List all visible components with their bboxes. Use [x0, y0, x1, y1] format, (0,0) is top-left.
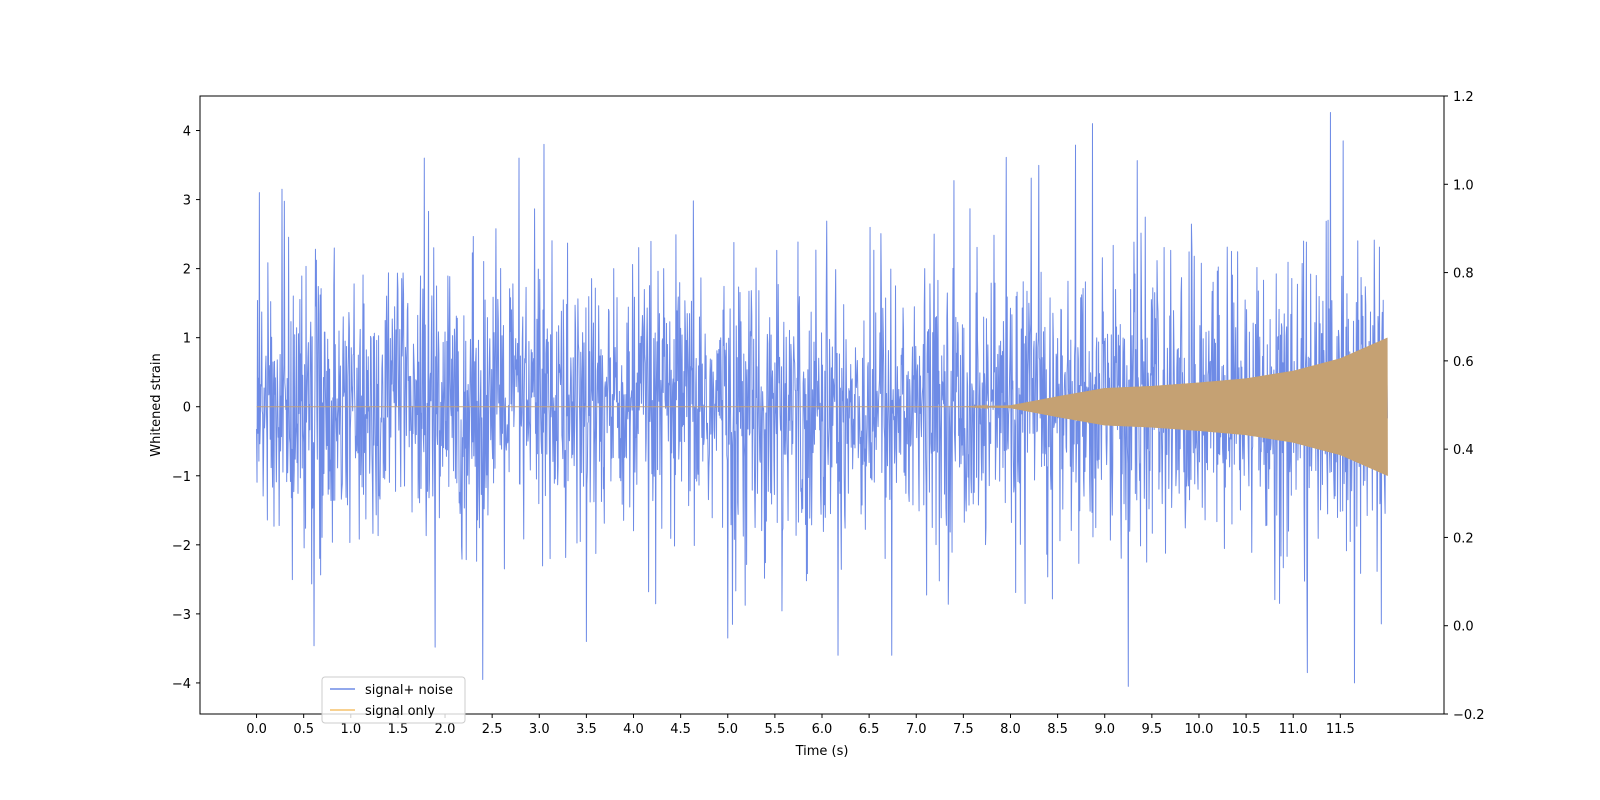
- x-tick-label: 8.5: [1047, 722, 1068, 737]
- x-tick-label: 3.0: [529, 722, 550, 737]
- legend-box: [321, 676, 466, 724]
- x-tick-label: 0.5: [293, 722, 314, 737]
- y-tick-label: 2: [183, 263, 191, 278]
- x-tick-label: 4.0: [623, 722, 644, 737]
- y2-tick-label: −0.2: [1453, 708, 1485, 723]
- x-tick-label: 0.0: [246, 722, 267, 737]
- x-axis-title: Time (s): [795, 744, 849, 759]
- y2-tick-label: 0.6: [1453, 355, 1474, 370]
- plot-area: [256, 111, 1388, 687]
- x-tick-label: 11.5: [1326, 722, 1355, 737]
- x-tick-label: 6.0: [812, 722, 833, 737]
- y2-tick-label: 0.8: [1453, 267, 1474, 282]
- y-tick-label: −2: [172, 539, 191, 554]
- y-tick-label: 4: [183, 125, 191, 140]
- y-tick-label: 0: [183, 401, 191, 416]
- x-tick-label: 10.0: [1184, 722, 1213, 737]
- x-tick-label: 11.0: [1279, 722, 1308, 737]
- y-tick-label: 1: [183, 332, 191, 347]
- y-tick-label: −3: [172, 608, 191, 623]
- y-axis-title: Whitened strain: [149, 353, 164, 456]
- x-tick-label: 2.5: [482, 722, 503, 737]
- y2-tick-label: 1.0: [1453, 178, 1474, 193]
- series-line-signal-only: [256, 337, 1388, 476]
- y-axis-right: −0.2 0.0 0.2 0.4 0.6 0.8 1.0 1.2: [1444, 90, 1485, 723]
- y2-tick-label: 0.0: [1453, 620, 1474, 635]
- x-tick-label: 3.5: [576, 722, 597, 737]
- x-tick-label: 9.0: [1094, 722, 1115, 737]
- x-tick-label: 1.5: [388, 722, 409, 737]
- x-axis: 0.0 0.5 1.0 1.5 2.0 2.5 3.0 3.5 4.0 4.5 5.0 5.5 6.0 6…: [246, 714, 1355, 737]
- x-tick-label: 1.0: [340, 722, 361, 737]
- x-tick-label: 7.0: [906, 722, 927, 737]
- x-tick-label: 2.0: [435, 722, 456, 737]
- x-tick-label: 5.5: [765, 722, 786, 737]
- y2-tick-label: 0.2: [1453, 531, 1474, 546]
- y-axis-left: −4 −3 −2 −1 0 1 2 3 4: [172, 125, 200, 692]
- x-tick-label: 5.0: [717, 722, 738, 737]
- y2-tick-label: 0.4: [1453, 443, 1474, 458]
- x-tick-label: 6.5: [859, 722, 880, 737]
- x-tick-label: 4.5: [670, 722, 691, 737]
- legend-label-signal-noise: signal+ noise: [365, 683, 453, 698]
- x-tick-label: 10.5: [1232, 722, 1261, 737]
- y-tick-label: −4: [172, 677, 191, 692]
- x-tick-label: 7.5: [953, 722, 974, 737]
- y-tick-label: −1: [172, 470, 191, 485]
- y-tick-label: 3: [183, 194, 191, 209]
- y2-tick-label: 1.2: [1453, 90, 1474, 105]
- legend: signal+ noise signal only: [321, 676, 466, 724]
- x-tick-label: 8.0: [1000, 722, 1021, 737]
- x-tick-label: 9.5: [1142, 722, 1163, 737]
- legend-label-signal-only: signal only: [365, 704, 435, 719]
